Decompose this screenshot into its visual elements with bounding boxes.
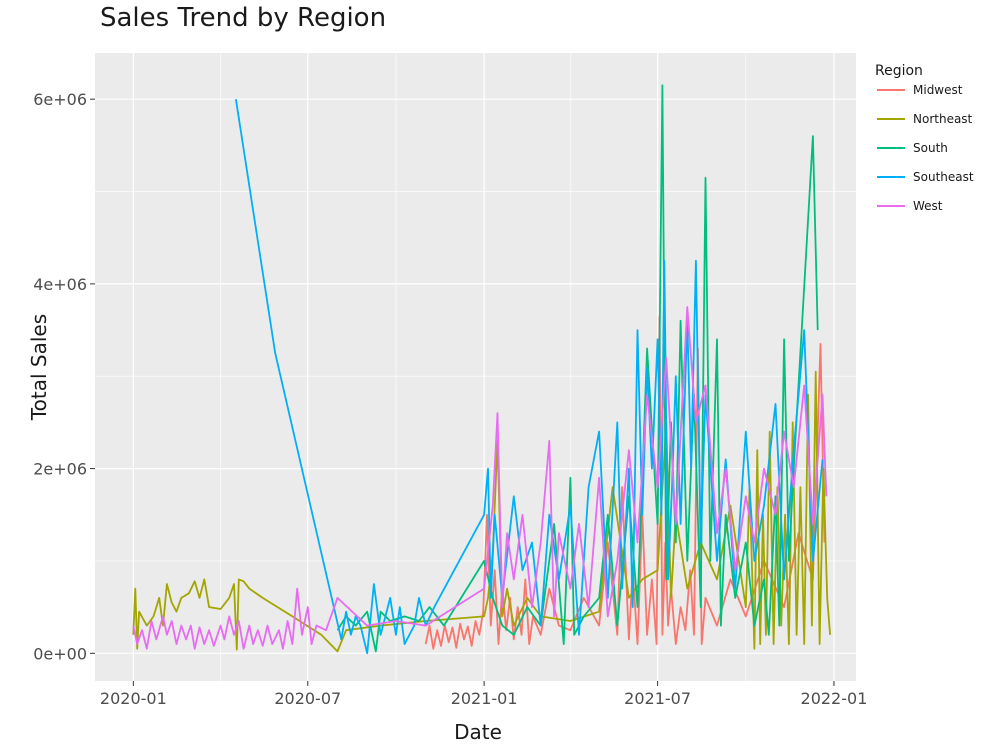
ticks-layer: 2020-01 2020-07 2021-01 2021-07 2022-01 0e+00… <box>33 90 867 708</box>
y-tick-label: 0e+00 <box>33 644 87 663</box>
legend-label-midwest: Midwest <box>913 83 963 97</box>
series-line-southeast <box>235 99 824 655</box>
x-tick-label: 2020-07 <box>274 689 341 708</box>
x-tick-label: 2021-01 <box>451 689 518 708</box>
y-tick-label: 6e+06 <box>33 90 87 109</box>
x-tick-label: 2020-01 <box>100 689 167 708</box>
legend-label-south: South <box>913 141 948 155</box>
x-tick-label: 2021-07 <box>624 689 691 708</box>
minor-gridlines <box>95 53 856 681</box>
y-tick-label: 2e+06 <box>33 460 87 479</box>
legend-label-west: West <box>913 199 943 213</box>
x-tick-label: 2022-01 <box>801 689 868 708</box>
chart-title: Sales Trend by Region <box>100 3 386 33</box>
series-line-west <box>132 306 828 650</box>
y-axis-label: Total Sales <box>27 314 51 421</box>
series-line-northeast <box>132 370 831 653</box>
legend-title: Region <box>875 63 923 79</box>
legend-label-southeast: Southeast <box>913 170 974 184</box>
series-layer <box>132 84 831 655</box>
legend: Midwest Northeast South Southeast West <box>877 83 974 213</box>
y-tick-label: 4e+06 <box>33 275 87 294</box>
legend-label-northeast: Northeast <box>913 112 973 126</box>
x-axis-label: Date <box>454 720 502 744</box>
